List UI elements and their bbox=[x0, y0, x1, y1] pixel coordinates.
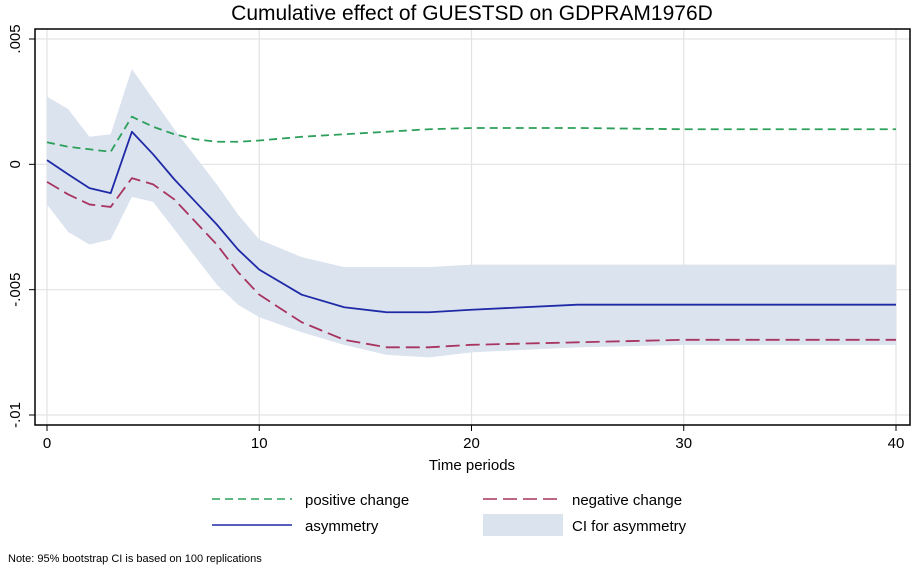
y-tick-label: -.005 bbox=[7, 273, 24, 307]
x-tick-label: 0 bbox=[43, 435, 51, 452]
x-tick-label: 30 bbox=[675, 435, 692, 452]
legend: positive change negative change asymmetr… bbox=[212, 492, 687, 536]
legend-label-positive: positive change bbox=[305, 492, 409, 509]
series-line-negative-change bbox=[46, 177, 896, 349]
chart-title: Cumulative effect of GUESTSD on GDPRAM19… bbox=[231, 2, 713, 25]
chart-note: Note: 95% bootstrap CI is based on 100 r… bbox=[8, 553, 262, 565]
x-axis-label: Time periods bbox=[429, 457, 515, 474]
plot-frame bbox=[34, 28, 911, 426]
legend-label-asymmetry: asymmetry bbox=[305, 518, 379, 535]
legend-label-negative: negative change bbox=[572, 492, 682, 509]
ci-band bbox=[47, 69, 896, 358]
y-tick-label: .005 bbox=[7, 24, 24, 53]
y-tick-label: 0 bbox=[7, 160, 24, 168]
x-tick-label: 40 bbox=[888, 435, 905, 452]
series-line-asymmetry bbox=[46, 130, 896, 314]
y-tick-label: -.01 bbox=[7, 402, 24, 428]
series-line-positive-change bbox=[46, 115, 896, 153]
x-tick-label: 10 bbox=[251, 435, 268, 452]
legend-label-ci: CI for asymmetry bbox=[572, 518, 687, 535]
x-tick-label: 20 bbox=[463, 435, 480, 452]
legend-swatch-ci bbox=[483, 514, 563, 536]
